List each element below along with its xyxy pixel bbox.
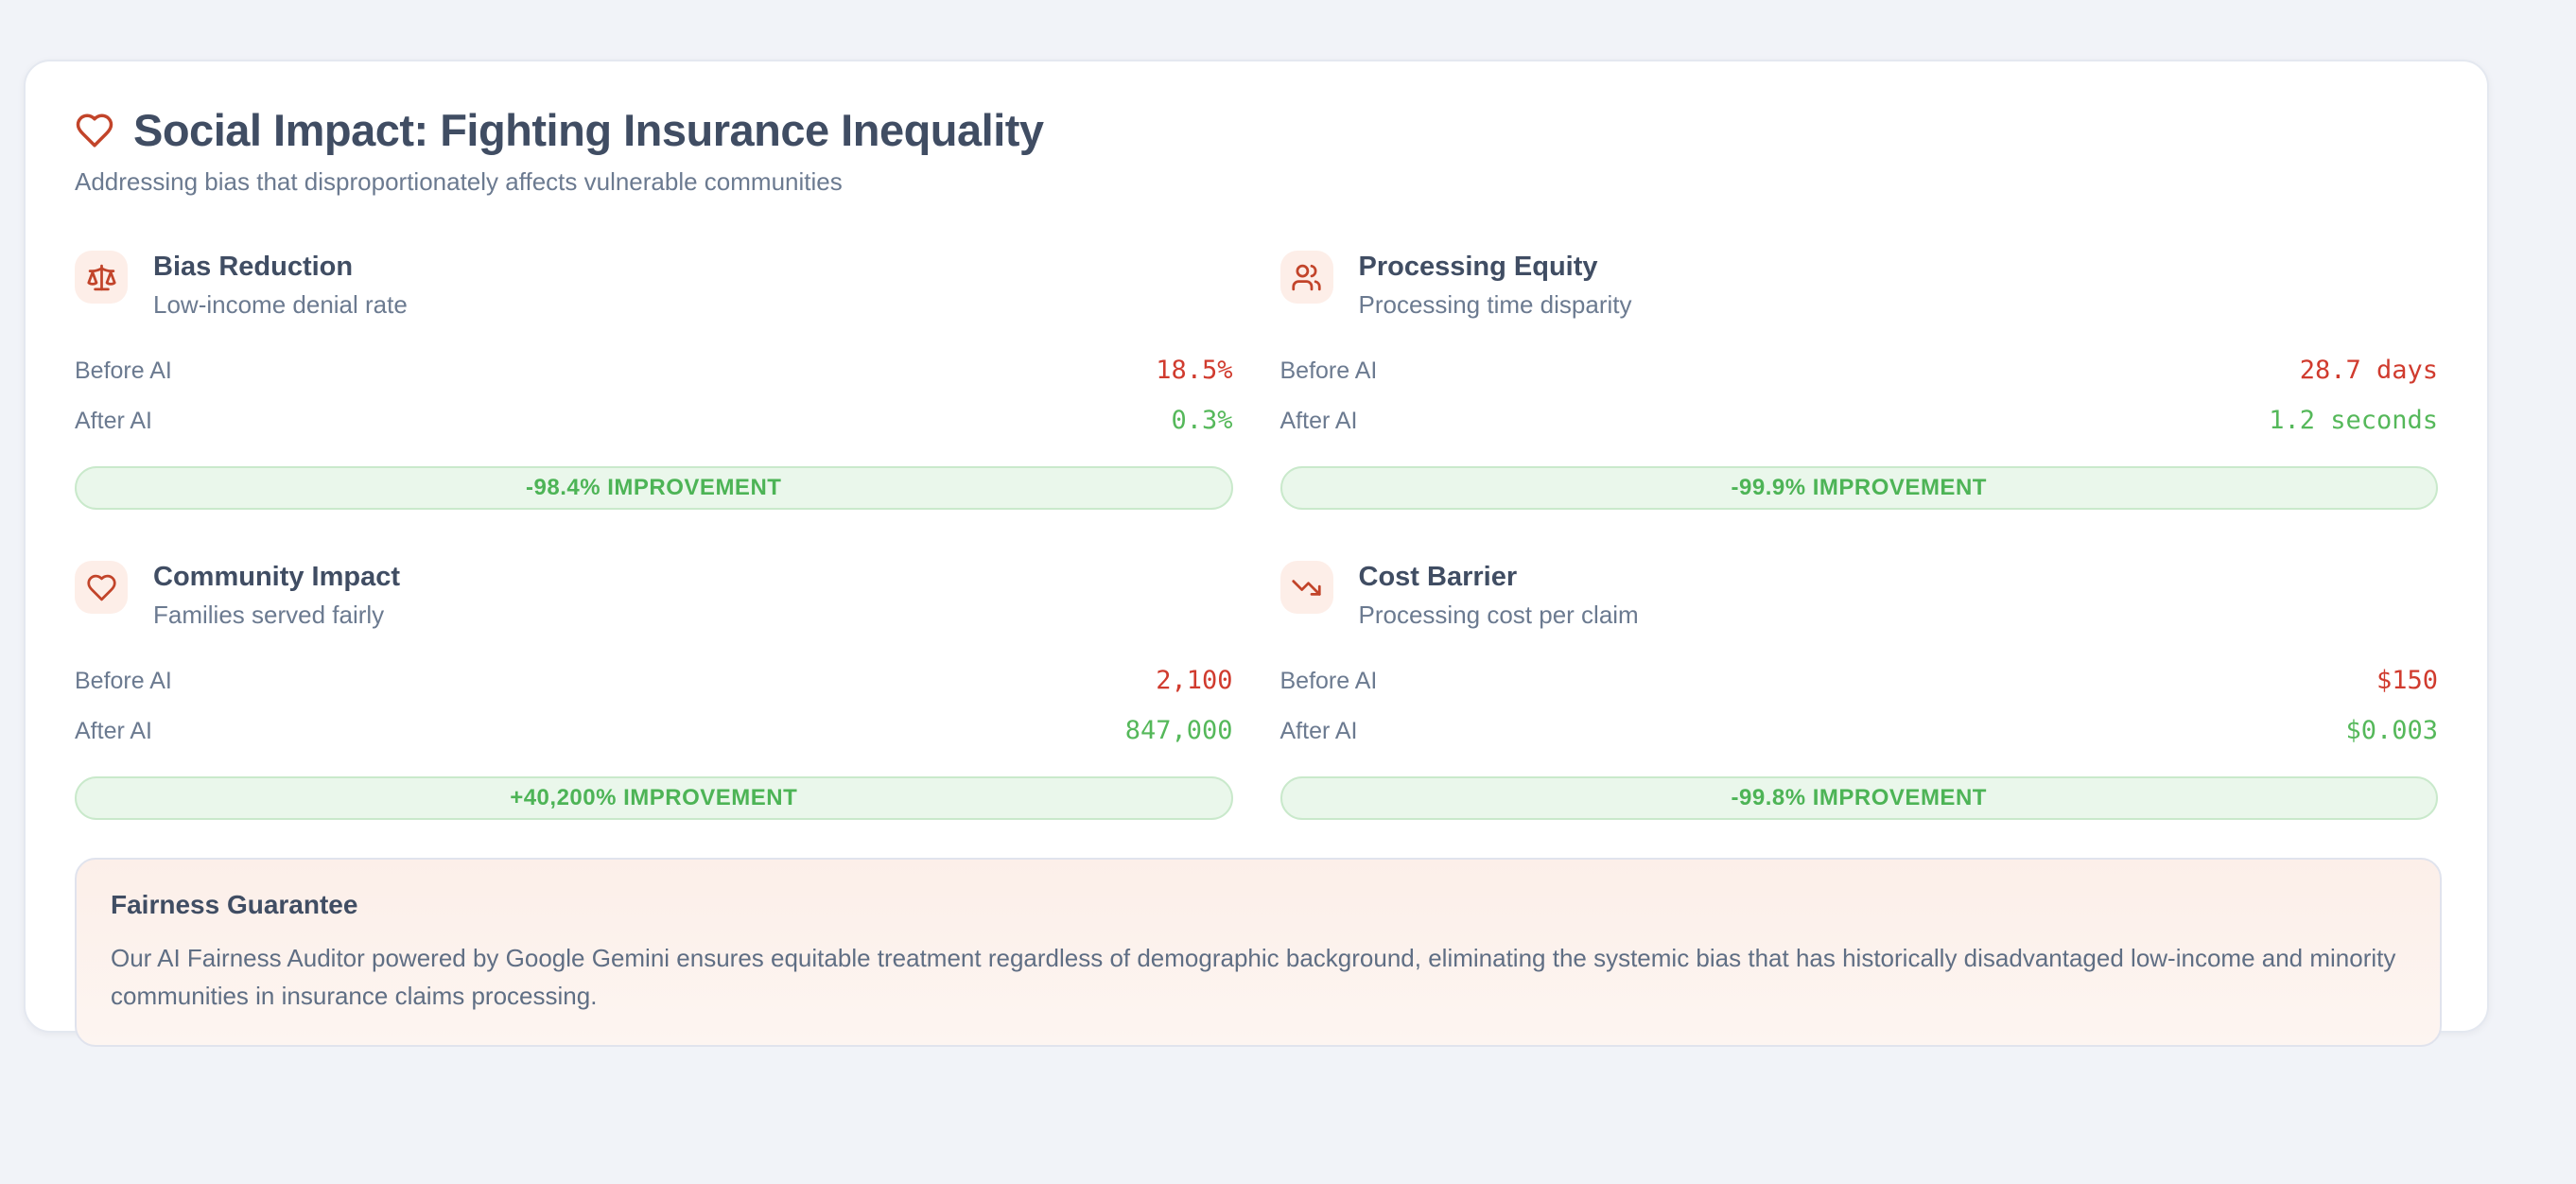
after-ai-value: 847,000 <box>1124 716 1233 745</box>
before-ai-value: 2,100 <box>1156 666 1233 695</box>
panel-header: Social Impact: Fighting Insurance Inequa… <box>75 105 2438 156</box>
metric-card-bias-reduction: Bias Reduction Low-income denial rate Be… <box>75 251 1233 510</box>
improvement-badge: +40,200% IMPROVEMENT <box>75 776 1233 820</box>
before-ai-row: Before AI $150 <box>1280 655 2439 705</box>
metric-heading-text: Bias Reduction Low-income denial rate <box>153 251 408 319</box>
metric-header: Community Impact Families served fairly <box>75 561 1233 629</box>
metric-subtitle: Families served fairly <box>153 601 385 629</box>
metric-title: Bias Reduction <box>153 252 354 282</box>
metric-header: Bias Reduction Low-income denial rate <box>75 251 1233 319</box>
after-ai-row: After AI 847,000 <box>75 705 1233 756</box>
after-ai-value: $0.003 <box>2345 716 2438 745</box>
metric-subtitle: Processing time disparity <box>1358 290 1632 319</box>
after-ai-label: After AI <box>75 718 152 744</box>
after-ai-label: After AI <box>1279 718 1358 744</box>
heart-icon <box>75 561 128 614</box>
metric-subtitle: Low-income denial rate <box>153 290 408 319</box>
users-icon <box>1279 251 1333 304</box>
metric-rows: Before AI 18.5% After AI 0.3% <box>75 345 1233 445</box>
metric-heading-text: Cost Barrier Processing cost per claim <box>1359 561 1639 629</box>
fairness-guarantee-callout: Fairness Guarantee Our AI Fairness Audit… <box>75 858 2442 1047</box>
metric-card-processing-equity: Processing Equity Processing time dispar… <box>1279 251 2439 510</box>
metric-title: Processing Equity <box>1358 252 1598 282</box>
before-ai-label: Before AI <box>75 668 172 694</box>
scale-icon <box>75 251 128 304</box>
before-ai-label: Before AI <box>75 357 172 384</box>
page-subtitle: Addressing bias that disproportionately … <box>75 167 843 196</box>
after-ai-row: After AI 0.3% <box>75 395 1233 445</box>
metric-rows: Before AI 2,100 After AI 847,000 <box>75 655 1233 756</box>
before-ai-value: 18.5% <box>1156 356 1233 385</box>
metric-subtitle: Processing cost per claim <box>1358 601 1639 629</box>
callout-title: Fairness Guarantee <box>111 890 358 919</box>
after-ai-label: After AI <box>1279 408 1358 434</box>
improvement-badge: -99.9% IMPROVEMENT <box>1279 466 2438 510</box>
after-ai-value: 0.3% <box>1171 406 1233 435</box>
metric-card-community-impact: Community Impact Families served fairly … <box>75 561 1233 820</box>
metrics-grid: Bias Reduction Low-income denial rate Be… <box>75 251 2438 820</box>
metric-header: Processing Equity Processing time dispar… <box>1279 251 2439 319</box>
metric-rows: Before AI $150 After AI $0.003 <box>1280 655 2439 756</box>
heart-icon <box>76 113 113 148</box>
before-ai-value: $150 <box>2376 666 2438 695</box>
before-ai-row: Before AI 18.5% <box>75 345 1233 395</box>
after-ai-label: After AI <box>75 408 152 434</box>
before-ai-value: 28.7 days <box>2299 356 2438 385</box>
before-ai-row: Before AI 2,100 <box>75 655 1233 705</box>
metric-rows: Before AI 28.7 days After AI 1.2 seconds <box>1280 345 2439 445</box>
improvement-badge: -99.8% IMPROVEMENT <box>1279 776 2438 820</box>
page-title: Social Impact: Fighting Insurance Inequa… <box>133 105 1044 155</box>
metric-title: Cost Barrier <box>1358 562 1518 592</box>
social-impact-panel: Social Impact: Fighting Insurance Inequa… <box>24 60 2489 1047</box>
metric-card-cost-barrier: Cost Barrier Processing cost per claim B… <box>1279 561 2439 820</box>
before-ai-label: Before AI <box>1279 357 1378 384</box>
improvement-badge: -98.4% IMPROVEMENT <box>75 466 1233 510</box>
before-ai-row: Before AI 28.7 days <box>1280 345 2439 395</box>
metric-heading-text: Community Impact Families served fairly <box>153 561 400 629</box>
trending-down-icon <box>1279 561 1333 614</box>
after-ai-value: 1.2 seconds <box>2269 406 2438 435</box>
after-ai-row: After AI $0.003 <box>1280 705 2439 756</box>
callout-body: Our AI Fairness Auditor powered by Googl… <box>111 944 2396 1010</box>
after-ai-row: After AI 1.2 seconds <box>1280 395 2439 445</box>
metric-title: Community Impact <box>153 562 401 592</box>
before-ai-label: Before AI <box>1279 668 1378 694</box>
metric-heading-text: Processing Equity Processing time dispar… <box>1359 251 1632 319</box>
metric-header: Cost Barrier Processing cost per claim <box>1279 561 2439 629</box>
